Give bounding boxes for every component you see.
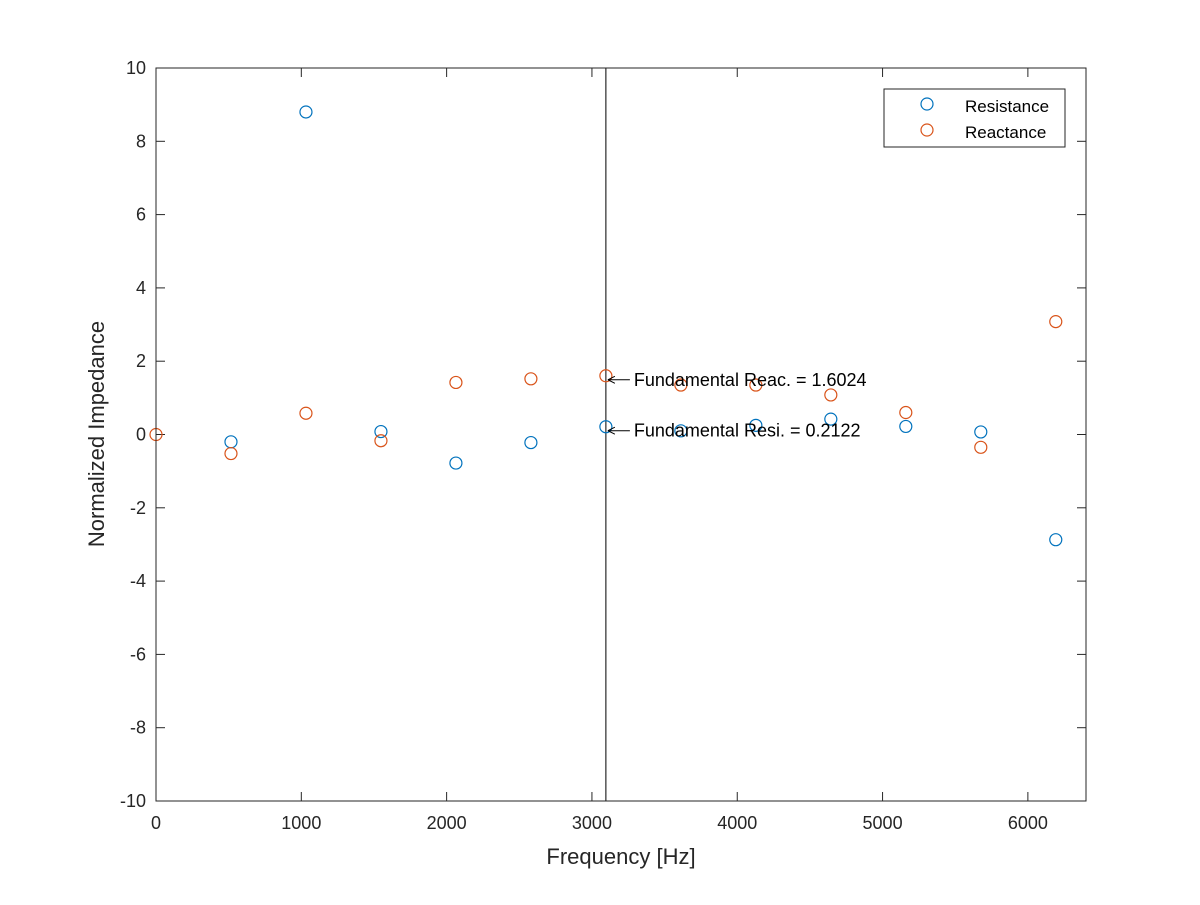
resistance-point — [374, 424, 388, 439]
reactance-point — [524, 372, 538, 386]
x-tick-label: 3000 — [572, 813, 612, 833]
y-tick-label: 10 — [126, 58, 146, 78]
reactance-point — [974, 440, 988, 454]
annotations: Fundamental Reac. = 1.6024 Fundamental Re… — [607, 370, 867, 441]
reactance-point — [449, 375, 463, 390]
x-tick-label: 5000 — [863, 813, 903, 833]
legend-label-reactance: Reactance — [965, 123, 1046, 142]
reactance-point — [374, 434, 388, 448]
resistance-point — [749, 418, 763, 432]
x-axis-title: Frequency [Hz] — [546, 844, 695, 869]
legend-box — [883, 88, 1066, 148]
legend-marker-reactance — [920, 123, 934, 137]
legend-label-resistance: Resistance — [965, 97, 1049, 116]
x-tick-label: 0 — [151, 813, 161, 833]
annotation-reactance: Fundamental Reac. = 1.6024 — [634, 370, 867, 390]
x-tick-label: 2000 — [427, 813, 467, 833]
x-tick-label: 4000 — [717, 813, 757, 833]
resistance-point — [1049, 533, 1063, 547]
reactance-point — [749, 378, 763, 392]
resistance-point — [524, 435, 538, 450]
plot-area — [156, 68, 1086, 801]
x-tick-label: 1000 — [281, 813, 321, 833]
resistance-point — [674, 424, 688, 438]
resistance-point — [899, 419, 913, 434]
axis-ticks — [155, 67, 1086, 802]
y-tick-label: 4 — [136, 278, 146, 298]
resistance-point — [299, 105, 313, 119]
reactance-point — [299, 406, 313, 420]
y-tick-label: -10 — [120, 791, 146, 811]
legend: Resistance Reactance — [883, 88, 1066, 148]
resistance-point — [449, 456, 463, 470]
annotation-arrow-head — [607, 426, 616, 435]
plot-frame — [155, 67, 1087, 802]
annotation-resistance: Fundamental Resi. = 0.2122 — [634, 421, 861, 441]
y-tick-label: 8 — [136, 131, 146, 151]
y-tick-label: -4 — [130, 571, 146, 591]
data-points — [149, 105, 1063, 547]
reactance-point — [1049, 315, 1063, 329]
y-axis-title: Normalized Impedance — [84, 321, 109, 547]
reactance-point — [899, 405, 913, 420]
reactance-point — [599, 369, 613, 383]
reactance-point — [224, 446, 238, 461]
annotation-arrow-head — [607, 375, 616, 384]
x-tick-label: 6000 — [1008, 813, 1048, 833]
y-tick-label: -2 — [130, 498, 146, 518]
resistance-point — [599, 420, 613, 434]
legend-marker-resistance — [920, 97, 934, 111]
reactance-point — [824, 388, 838, 402]
y-tick-label: 0 — [136, 425, 146, 445]
tick-labels: 0 1000 2000 3000 4000 5000 6000 -10 -8 -6 -4 -2 0 2 4 6… — [120, 58, 1048, 833]
resistance-point — [824, 412, 838, 426]
reactance-point — [674, 378, 688, 392]
resistance-point — [974, 425, 988, 439]
y-tick-label: 6 — [136, 205, 146, 225]
y-tick-label: 2 — [136, 351, 146, 371]
y-tick-label: -6 — [130, 644, 146, 664]
y-tick-label: -8 — [130, 718, 146, 738]
